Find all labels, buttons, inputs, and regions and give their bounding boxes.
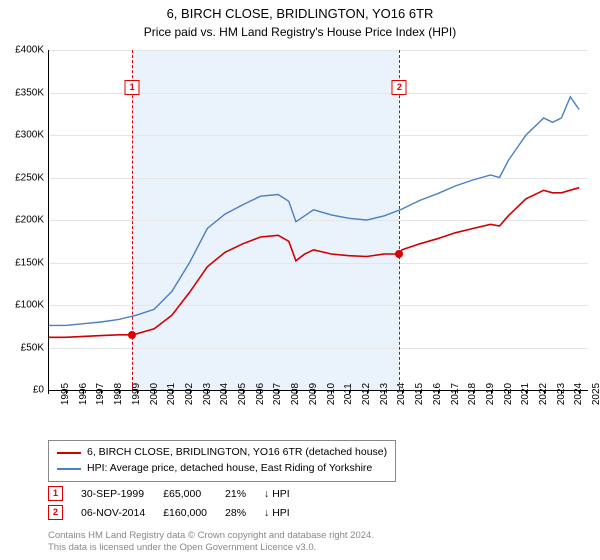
footer-line1: Contains HM Land Registry data © Crown c… [48, 530, 374, 542]
sale-marker-2: 2 [48, 505, 63, 520]
sale-marker-1: 1 [48, 486, 63, 501]
sales-table: 1 30-SEP-1999£65,00021%↓ HPI 2 06-NOV-2014£… [48, 484, 308, 522]
y-tick-label: £100K [15, 300, 44, 311]
y-tick-label: £250K [15, 172, 44, 183]
sale-label-2: 2 [392, 80, 407, 95]
footer-line2: This data is licensed under the Open Gov… [48, 542, 374, 554]
sale-price: £160,000 [163, 503, 225, 522]
legend-swatch [57, 468, 81, 470]
y-axis [48, 50, 49, 390]
y-tick-label: £200K [15, 215, 44, 226]
legend-text: 6, BIRCH CLOSE, BRIDLINGTON, YO16 6TR (d… [87, 445, 387, 461]
sale-date: 06-NOV-2014 [81, 503, 163, 522]
x-axis [48, 390, 588, 391]
chart-title: 6, BIRCH CLOSE, BRIDLINGTON, YO16 6TR [0, 0, 600, 23]
sale-dot-1 [128, 331, 136, 339]
legend-box: 6, BIRCH CLOSE, BRIDLINGTON, YO16 6TR (d… [48, 440, 396, 482]
sale-pct: 21% [225, 484, 264, 503]
series-hpi [48, 97, 579, 326]
chart-plot-area: £0£50K£100K£150K£200K£250K£300K£350K£400… [48, 50, 588, 390]
legend-row: 6, BIRCH CLOSE, BRIDLINGTON, YO16 6TR (d… [57, 445, 387, 461]
legend-text: HPI: Average price, detached house, East… [87, 461, 372, 477]
legend-row: HPI: Average price, detached house, East… [57, 461, 387, 477]
y-tick-label: £300K [15, 130, 44, 141]
sale-label-1: 1 [125, 80, 140, 95]
sale-date: 30-SEP-1999 [81, 484, 163, 503]
sale-row: 1 30-SEP-1999£65,00021%↓ HPI [48, 484, 308, 503]
sale-vs-hpi: ↓ HPI [264, 484, 308, 503]
sale-pct: 28% [225, 503, 264, 522]
series-svg [48, 50, 588, 390]
sale-price: £65,000 [163, 484, 225, 503]
chart-subtitle: Price paid vs. HM Land Registry's House … [0, 23, 600, 39]
y-tick-label: £350K [15, 87, 44, 98]
y-tick-label: £0 [33, 385, 44, 396]
legend-swatch [57, 452, 81, 454]
y-tick-label: £150K [15, 257, 44, 268]
sale-row: 2 06-NOV-2014£160,00028%↓ HPI [48, 503, 308, 522]
y-tick-label: £400K [15, 45, 44, 56]
y-tick-label: £50K [21, 342, 44, 353]
sale-vs-hpi: ↓ HPI [264, 503, 308, 522]
footer-attribution: Contains HM Land Registry data © Crown c… [48, 530, 374, 555]
sale-dot-2 [395, 250, 403, 258]
